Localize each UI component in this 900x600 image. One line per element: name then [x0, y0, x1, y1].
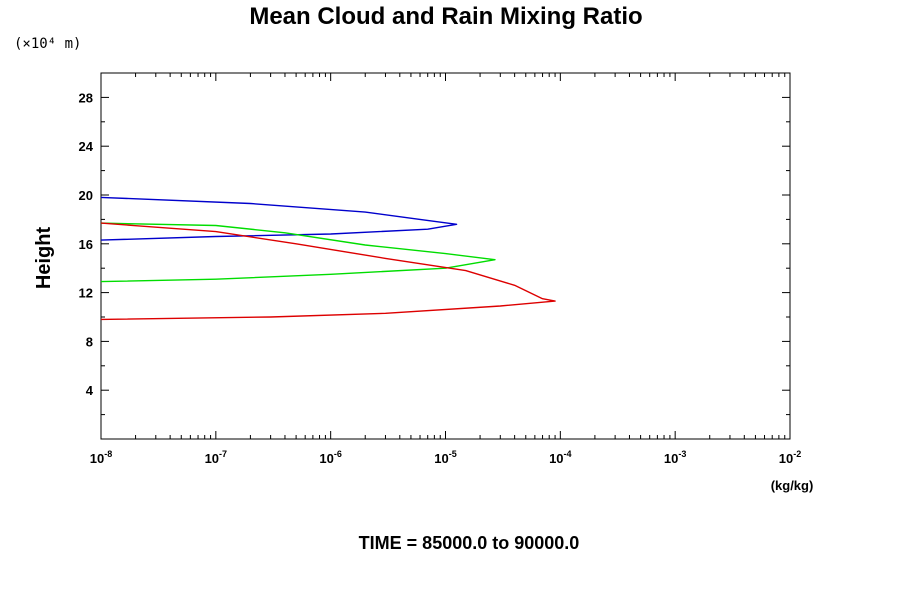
y-axis-label: Height — [33, 227, 55, 290]
x-tick-label: 10-3 — [664, 449, 686, 466]
y-tick-label: 4 — [86, 383, 94, 398]
time-caption: TIME = 85000.0 to 90000.0 — [359, 533, 580, 553]
x-tick-label: 10-7 — [205, 449, 227, 466]
series-line-1 — [100, 196, 458, 241]
x-tick-label: 10-2 — [779, 449, 801, 466]
y-tick-labels: 4 8 12 16 20 24 28 — [79, 90, 94, 398]
x-tick-label: 10-4 — [549, 449, 571, 466]
plot-frame — [100, 72, 791, 440]
y-tick-label: 28 — [79, 90, 93, 105]
y-tick-label: 24 — [79, 139, 94, 154]
x-tick-label: 10-8 — [90, 449, 112, 466]
y-tick-label: 12 — [79, 286, 93, 301]
x-tick-labels: 10-8 10-7 10-6 10-5 10-4 10-3 10-2 — [90, 449, 801, 466]
x-tick-label: 10-6 — [319, 449, 341, 466]
x-tick-label: 10-5 — [434, 449, 456, 466]
series-layer — [100, 196, 556, 321]
series-line-2 — [100, 222, 496, 283]
chart-title: Mean Cloud and Rain Mixing Ratio — [249, 3, 642, 30]
y-tick-label: 20 — [79, 188, 93, 203]
x-axis-label: (kg/kg) — [771, 478, 814, 493]
y-tick-label: 16 — [79, 237, 93, 252]
y-tick-label: 8 — [86, 334, 93, 349]
axis-ticks — [100, 73, 791, 439]
series-line-3 — [100, 222, 556, 321]
y-units-label: (×10⁴ m) — [14, 36, 81, 52]
